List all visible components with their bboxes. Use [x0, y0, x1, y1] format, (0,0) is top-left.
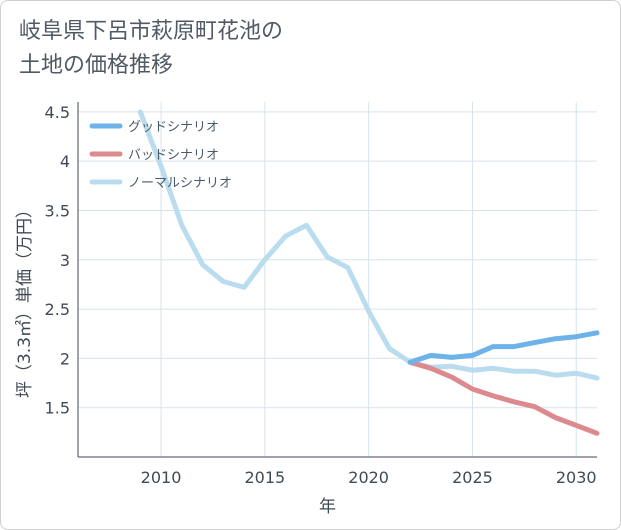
- series-line-3: [137, 109, 600, 381]
- title-line-2: 土地の価格推移: [19, 53, 174, 78]
- x-tick-label: 2020: [348, 468, 389, 487]
- x-axis-title: 年: [319, 497, 336, 517]
- legend-label: バッドシナリオ: [128, 148, 219, 163]
- x-tick-label: 2030: [556, 468, 597, 487]
- x-tick-label: 2025: [452, 468, 493, 487]
- y-tick-label: 4: [60, 152, 70, 171]
- series-line-2: [407, 359, 600, 436]
- x-tick-label: 2015: [244, 468, 285, 487]
- y-tick-label: 3: [60, 251, 70, 270]
- y-tick-label: 2: [60, 349, 70, 368]
- y-tick-label: 2.5: [45, 300, 70, 319]
- y-axis-title: 坪（3.3㎡）単価（万円）: [15, 201, 35, 398]
- y-tick-label: 3.5: [45, 201, 70, 220]
- y-tick-label: 4.5: [45, 103, 70, 122]
- series-line-1: [407, 330, 600, 365]
- chart-title: 岐阜県下呂市萩原町花池の 土地の価格推移: [19, 15, 283, 83]
- axes: 1.5 2 2.5 3 3.5 4 4.5 2010 2015 2020 2025 2030: [45, 102, 597, 487]
- y-tick-label: 1.5: [45, 399, 70, 418]
- series-lines: [137, 109, 600, 436]
- legend-label: グッドシナリオ: [128, 120, 219, 135]
- x-tick-label: 2010: [141, 468, 182, 487]
- legend-label: ノーマルシナリオ: [128, 176, 232, 191]
- title-line-1: 岐阜県下呂市萩原町花池の: [19, 19, 284, 44]
